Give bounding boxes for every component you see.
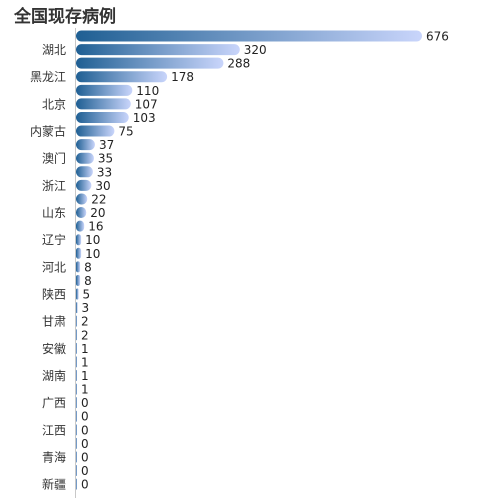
value-label: 1 (81, 342, 89, 356)
value-label: 75 (118, 125, 133, 139)
value-label: 2 (81, 328, 89, 342)
value-label: 2 (81, 315, 89, 329)
category-label: 湖北 (42, 42, 66, 57)
bar (76, 84, 133, 96)
value-label: 0 (81, 423, 89, 437)
value-label: 0 (81, 410, 89, 424)
bar (76, 261, 81, 273)
bar (76, 410, 77, 422)
bar (76, 383, 77, 395)
category-label: 新疆 (42, 477, 66, 492)
value-label: 35 (98, 152, 113, 166)
bar (76, 451, 77, 463)
bar (76, 71, 168, 83)
value-label: 1 (81, 383, 89, 397)
category-label: 甘肃 (42, 315, 66, 329)
value-label: 1 (81, 369, 89, 383)
bar (76, 111, 129, 123)
value-label: 0 (81, 437, 89, 451)
bar (76, 125, 115, 137)
bar (76, 152, 94, 164)
value-label: 3 (82, 301, 90, 315)
category-label: 澳门 (42, 151, 66, 166)
value-label: 5 (83, 288, 91, 302)
bar (76, 220, 85, 232)
chart-title: 全国现存病例 (14, 7, 116, 27)
bar (76, 288, 79, 300)
value-label: 288 (227, 57, 250, 71)
bar (76, 478, 77, 490)
value-labels-group: 6763202881781101071037537353330222016101… (81, 30, 449, 492)
bar (76, 139, 95, 151)
bar (76, 302, 78, 314)
value-label: 33 (97, 165, 112, 179)
value-label: 320 (244, 43, 267, 57)
category-label: 内蒙古 (30, 124, 66, 139)
category-label: 湖南 (42, 368, 66, 383)
category-label: 辽宁 (42, 232, 66, 247)
value-label: 37 (99, 138, 114, 152)
bar (76, 329, 78, 341)
value-label: 0 (81, 464, 89, 478)
bar (76, 57, 224, 69)
bar (76, 437, 77, 449)
value-label: 8 (84, 274, 92, 288)
bar (76, 274, 81, 286)
category-label: 江西 (42, 423, 66, 437)
category-label: 青海 (42, 449, 66, 464)
value-label: 20 (90, 206, 105, 220)
value-label: 110 (136, 84, 159, 98)
bars-group (76, 30, 422, 490)
category-label: 陕西 (42, 287, 66, 302)
bar (76, 193, 88, 205)
category-label: 山东 (42, 206, 66, 220)
bar (76, 207, 87, 219)
bar (76, 179, 92, 191)
category-label: 黑龙江 (30, 70, 66, 84)
value-label: 103 (133, 111, 156, 125)
value-label: 16 (88, 220, 103, 234)
category-label: 浙江 (42, 179, 66, 193)
value-label: 10 (85, 247, 100, 261)
value-label: 0 (81, 450, 89, 464)
category-label: 河北 (42, 260, 66, 274)
value-label: 0 (81, 396, 89, 410)
category-label: 安徽 (42, 341, 66, 356)
value-label: 10 (85, 233, 100, 247)
value-label: 0 (81, 478, 89, 492)
value-label: 107 (135, 97, 158, 111)
bar (76, 424, 77, 436)
category-label: 广西 (42, 396, 66, 410)
value-label: 676 (426, 30, 449, 44)
category-label: 北京 (42, 97, 66, 111)
bar (76, 465, 77, 477)
bar (76, 98, 131, 110)
bar (76, 44, 240, 56)
bar (76, 30, 422, 42)
bar (76, 315, 78, 327)
bar (76, 342, 77, 354)
bar (76, 166, 93, 178)
value-label: 30 (95, 179, 110, 193)
value-label: 8 (84, 260, 92, 274)
bar (76, 356, 77, 368)
value-label: 22 (91, 192, 106, 206)
bar (76, 247, 82, 259)
value-label: 1 (81, 355, 89, 369)
bar (76, 234, 82, 246)
value-label: 178 (171, 70, 194, 84)
bar (76, 397, 77, 409)
bar (76, 370, 77, 381)
